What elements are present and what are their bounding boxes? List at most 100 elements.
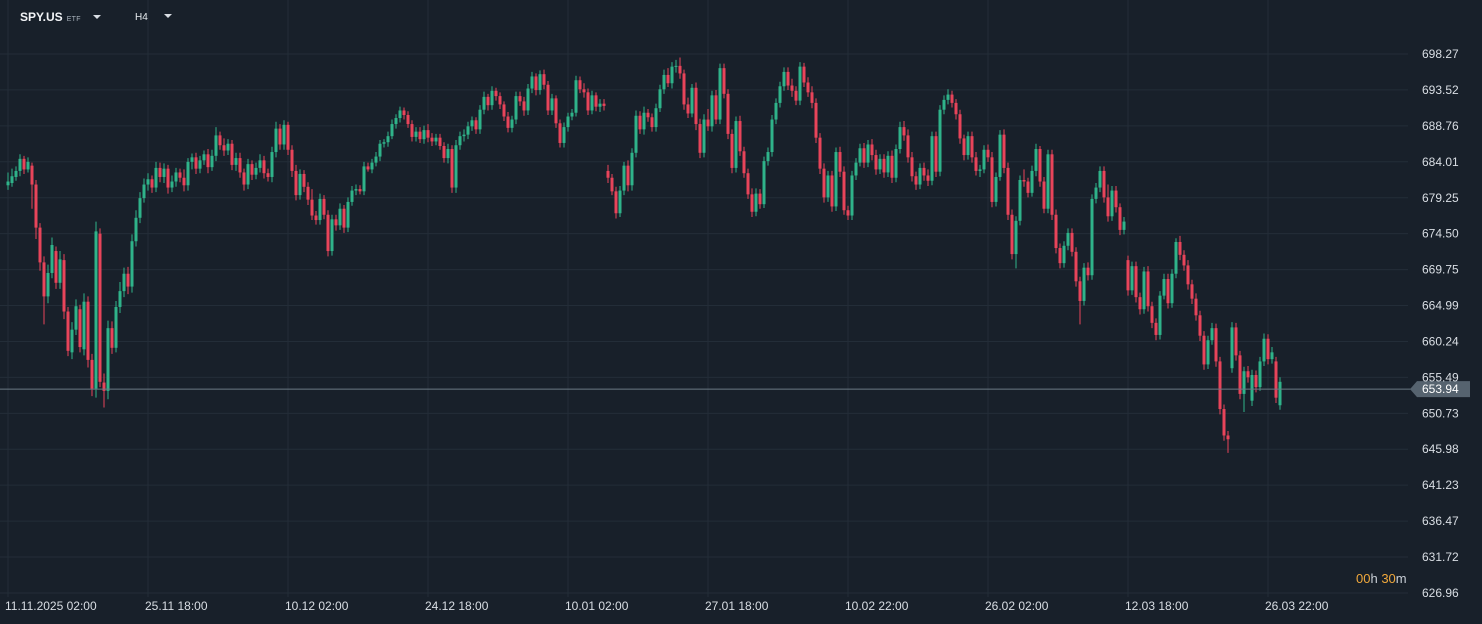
candle-body bbox=[14, 170, 18, 177]
candle-body bbox=[230, 143, 234, 165]
candle-body bbox=[850, 175, 854, 216]
candle-body bbox=[698, 124, 702, 153]
candle-body bbox=[894, 149, 898, 178]
candle-body bbox=[990, 157, 994, 202]
candle-body bbox=[458, 136, 462, 146]
candle-body bbox=[590, 95, 594, 111]
candle bbox=[214, 127, 218, 162]
candle bbox=[674, 59, 678, 73]
price-axis[interactable]: 698.27 693.52 688.76 684.01 679.25 674.50 669.… bbox=[1422, 47, 1459, 600]
price-tick-label: 641.23 bbox=[1422, 478, 1459, 492]
candle bbox=[706, 108, 710, 131]
candle-body bbox=[1138, 297, 1142, 310]
candle bbox=[638, 111, 642, 134]
candle bbox=[54, 246, 58, 289]
candle bbox=[862, 142, 866, 168]
candle bbox=[1210, 322, 1214, 345]
candle bbox=[1058, 243, 1062, 269]
candle-body bbox=[730, 133, 734, 168]
candle bbox=[206, 149, 210, 174]
candle bbox=[326, 210, 330, 257]
candle bbox=[118, 282, 122, 314]
candle-body bbox=[286, 124, 290, 150]
candle-body bbox=[874, 155, 878, 170]
candle bbox=[546, 80, 550, 115]
candle bbox=[858, 143, 862, 167]
candle-body bbox=[366, 166, 370, 170]
candle bbox=[914, 171, 918, 190]
candle-body bbox=[1270, 352, 1274, 360]
candle-body bbox=[126, 273, 130, 287]
candle-body bbox=[1230, 327, 1234, 369]
candle-body bbox=[938, 109, 942, 172]
candle bbox=[310, 189, 314, 221]
candle bbox=[378, 139, 382, 162]
candle-body bbox=[226, 143, 230, 151]
candle-body bbox=[122, 273, 126, 292]
candle bbox=[370, 158, 374, 174]
candle-body bbox=[338, 208, 342, 226]
candle-body bbox=[818, 137, 822, 169]
candle bbox=[298, 169, 302, 200]
candle-body bbox=[1214, 328, 1218, 362]
candle-body bbox=[682, 73, 686, 105]
candle bbox=[90, 353, 94, 397]
candle-body bbox=[630, 152, 634, 186]
time-axis[interactable]: 11.11.2025 02:00 25.11 18:00 10.12 02:00 24… bbox=[5, 599, 1329, 613]
candle bbox=[1274, 356, 1278, 403]
candle-body bbox=[1242, 371, 1246, 394]
candle-body bbox=[466, 126, 470, 135]
candle-body bbox=[606, 170, 610, 178]
candle bbox=[1278, 377, 1282, 410]
candle-body bbox=[662, 74, 666, 90]
candle bbox=[642, 106, 646, 135]
candle-body bbox=[182, 177, 186, 186]
candle bbox=[242, 168, 246, 191]
candle-body bbox=[362, 166, 366, 192]
candle bbox=[1186, 260, 1190, 290]
candle bbox=[1194, 293, 1198, 321]
candle bbox=[478, 105, 482, 134]
candle-body bbox=[462, 134, 466, 137]
candle-body bbox=[866, 144, 870, 163]
candle-body bbox=[622, 165, 626, 191]
time-tick-label: 12.03 18:00 bbox=[1125, 599, 1189, 613]
candle-body bbox=[906, 135, 910, 158]
candle-body bbox=[94, 231, 98, 389]
candle bbox=[950, 90, 954, 108]
candle bbox=[830, 170, 834, 212]
symbol-type-label: ETF bbox=[66, 16, 81, 23]
candle bbox=[1262, 333, 1266, 366]
candle bbox=[1150, 301, 1154, 329]
candle-body bbox=[1258, 361, 1262, 388]
candle-body bbox=[1122, 221, 1126, 230]
candle bbox=[742, 146, 746, 178]
candle-body bbox=[994, 176, 998, 202]
candle bbox=[806, 77, 810, 97]
candle-body bbox=[490, 90, 494, 106]
candle-body bbox=[1274, 361, 1278, 398]
last-price-tag bbox=[1410, 381, 1470, 398]
candle-body bbox=[130, 241, 134, 287]
candle-body bbox=[1006, 167, 1010, 215]
candle-body bbox=[390, 124, 394, 137]
candle-body bbox=[190, 157, 194, 162]
candle bbox=[38, 223, 42, 271]
candle bbox=[82, 293, 86, 356]
candle-body bbox=[202, 154, 206, 161]
candle-body bbox=[1162, 279, 1166, 296]
candle-body bbox=[786, 71, 790, 86]
candle-body bbox=[1206, 340, 1210, 365]
candle-body bbox=[1186, 265, 1190, 285]
candle-body bbox=[210, 155, 214, 168]
candle bbox=[566, 112, 570, 132]
candle bbox=[110, 321, 114, 354]
timeframe-selector[interactable]: H4 bbox=[135, 12, 172, 23]
candle-body bbox=[18, 158, 22, 171]
candle-body bbox=[1026, 181, 1030, 193]
chart-toolbar: SPY.US ETF H4 bbox=[0, 0, 300, 36]
symbol-selector[interactable]: SPY.US ETF bbox=[20, 10, 101, 24]
candle-body bbox=[1062, 245, 1066, 264]
candle-body bbox=[718, 68, 722, 120]
